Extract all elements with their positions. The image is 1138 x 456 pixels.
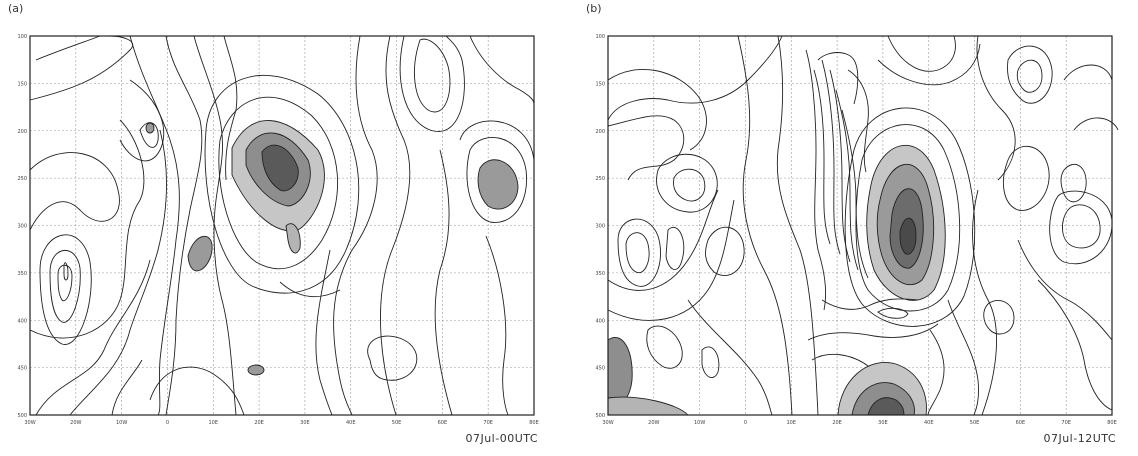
x-tick-label: 40E <box>346 420 356 426</box>
x-tick-label: 20W <box>648 420 659 426</box>
x-tick-label: 40E <box>924 420 934 426</box>
contour-lines-b <box>607 35 1119 416</box>
x-tick-label: 0 <box>744 420 747 426</box>
timestamp-a: 07Jul-00UTC <box>465 432 538 445</box>
x-tick-label: 10E <box>787 420 797 426</box>
x-tick-label: 60E <box>438 420 448 426</box>
y-tick-label: 400 <box>595 318 605 324</box>
y-tick-label: 250 <box>17 176 27 182</box>
y-tick-label: 400 <box>17 318 27 324</box>
x-tick-labels-b: 30W 20W 10W 0 10E 20E 30E 40E 50E 60E 70E 80E <box>602 420 1116 426</box>
x-tick-label: 10W <box>694 420 705 426</box>
y-tick-label: 150 <box>17 81 27 87</box>
x-tick-label: 60E <box>1016 420 1026 426</box>
y-tick-label: 350 <box>595 271 605 277</box>
x-tick-label: 70E <box>1061 420 1071 426</box>
frame-b <box>607 35 1113 416</box>
y-tick-label: 200 <box>17 129 27 135</box>
contour-plot-b: 100 150 200 250 300 350 400 450 500 30W 20W 10W 0 10… <box>595 34 1119 426</box>
x-tick-label: 20E <box>832 420 842 426</box>
x-tick-label: 30W <box>24 420 35 426</box>
panel-a: (a) <box>0 0 560 456</box>
x-tick-label: 0 <box>166 420 169 426</box>
x-tick-label: 70E <box>483 420 493 426</box>
y-tick-label: 300 <box>595 224 605 230</box>
grid-b <box>608 36 1112 415</box>
timestamp-b: 07Jul-12UTC <box>1043 432 1116 445</box>
y-tick-labels-b: 100 150 200 250 300 350 400 450 500 <box>595 34 605 419</box>
x-tick-label: 80E <box>1107 420 1117 426</box>
contour-plot-a: 100 150 200 250 300 350 400 450 500 30W 20W 10W 0 10… <box>17 34 538 426</box>
shading-b <box>607 144 946 416</box>
y-tick-label: 350 <box>17 271 27 277</box>
frame-a <box>29 35 535 416</box>
y-tick-label: 450 <box>17 366 27 372</box>
x-tick-label: 50E <box>970 420 980 426</box>
x-tick-label: 30E <box>878 420 888 426</box>
y-tick-label: 300 <box>17 224 27 230</box>
y-tick-label: 500 <box>17 413 27 419</box>
y-tick-label: 150 <box>595 81 605 87</box>
x-tick-label: 20E <box>254 420 264 426</box>
contour-lines-a <box>29 35 535 416</box>
y-tick-label: 500 <box>595 413 605 419</box>
x-tick-label: 30E <box>300 420 310 426</box>
panel-label-b: (b) <box>586 2 602 15</box>
y-tick-labels-a: 100 150 200 250 300 350 400 450 500 <box>17 34 27 419</box>
x-tick-label: 30W <box>602 420 613 426</box>
x-tick-label: 50E <box>392 420 402 426</box>
x-tick-labels-a: 30W 20W 10W 0 10E 20E 30E 40E 50E 60E 70E 80E <box>24 420 538 426</box>
x-tick-label: 20W <box>70 420 81 426</box>
y-tick-label: 100 <box>17 34 27 40</box>
panel-label-a: (a) <box>8 2 24 15</box>
y-tick-label: 250 <box>595 176 605 182</box>
panel-b: (b) <box>578 0 1138 456</box>
y-tick-label: 100 <box>595 34 605 40</box>
grid-a <box>30 36 534 415</box>
x-tick-label: 10E <box>209 420 219 426</box>
x-tick-label: 80E <box>529 420 539 426</box>
shading-a <box>145 120 519 376</box>
y-tick-label: 450 <box>595 366 605 372</box>
y-tick-label: 200 <box>595 129 605 135</box>
x-tick-label: 10W <box>116 420 127 426</box>
